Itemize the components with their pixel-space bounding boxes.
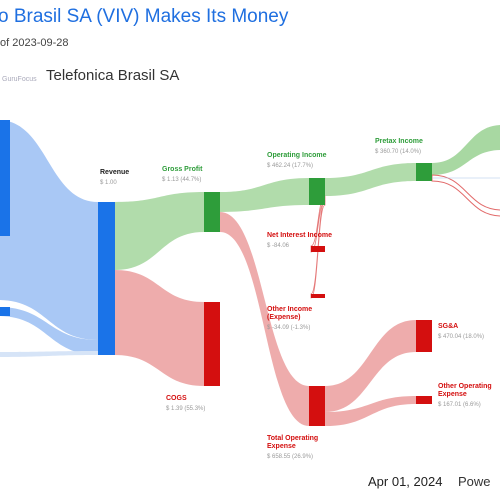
value-other_opex: $ 167.01 (6.6%) [438, 402, 481, 408]
node-pretax_income [416, 163, 432, 181]
flow-gross_profit-to-total_opex [220, 212, 309, 426]
label-gross_profit: Gross Profit [162, 166, 203, 173]
flow-operating_income-to-pretax_income [325, 163, 416, 196]
label-operating_income: Operating Income [267, 152, 327, 159]
net-income-flow [432, 125, 500, 175]
footer-date: Apr 01, 2024 [368, 474, 443, 489]
flow-revenue-to-gross_profit [115, 192, 204, 270]
flow-revenue-to-cogs [115, 270, 204, 386]
company-name: Telefonica Brasil SA [46, 67, 180, 84]
node-sga [416, 320, 432, 352]
source-node-2 [0, 307, 10, 316]
chart-title: o Brasil SA (VIV) Makes Its Money [0, 6, 289, 27]
footer-brand: Powe [458, 474, 491, 489]
brand-logo: GuruFocus [2, 76, 37, 83]
node-cogs [204, 302, 220, 386]
sankey-nodes [0, 120, 432, 426]
node-gross_profit [204, 192, 220, 232]
source-flow-main [0, 120, 98, 340]
label-cogs: COGS [166, 395, 187, 402]
sankey-labels: Revenue $ 1.00 Gross Profit $ 1.13 (44.7%) C… [100, 138, 492, 460]
value-sga: $ 470.04 (18.0%) [438, 334, 484, 340]
node-net_interest [311, 246, 325, 252]
value-pretax_income: $ 360.70 (14.0%) [375, 149, 421, 155]
value-net_interest: $ -84.06 [267, 243, 290, 249]
source-flow-minor [0, 307, 98, 355]
value-revenue: $ 1.00 [100, 180, 117, 186]
source-flow-thin [0, 351, 98, 357]
tax-flow [431, 174, 500, 217]
value-total_opex: $ 658.55 (26.9%) [267, 454, 313, 460]
value-cogs: $ 1.39 (55.3%) [166, 406, 205, 412]
label-other_income: Other Income (Expense) [267, 306, 312, 321]
flow-total_opex-to-sga [325, 320, 416, 412]
label-total_opex: Total Operating Expense [267, 435, 318, 450]
node-operating_income [309, 178, 325, 205]
flow-gross_profit-to-operating_income [220, 178, 309, 212]
sankey-flows [0, 120, 500, 426]
value-operating_income: $ 462.24 (17.7%) [267, 163, 313, 169]
node-total_opex [309, 386, 325, 426]
node-revenue [98, 202, 115, 355]
label-revenue: Revenue [100, 169, 129, 176]
chart-subtitle: of 2023-09-28 [0, 37, 69, 49]
label-net_interest: Net Interest Income [267, 232, 332, 239]
label-pretax_income: Pretax Income [375, 138, 423, 145]
value-gross_profit: $ 1.13 (44.7%) [162, 177, 201, 183]
node-other_opex [416, 396, 432, 404]
source-node-1 [0, 120, 10, 236]
flow-total_opex-to-other_opex [325, 396, 416, 426]
value-other_income: $ -34.09 (-1.3%) [267, 325, 310, 331]
label-sga: SG&A [438, 323, 458, 330]
node-other_income [311, 294, 325, 298]
label-other_opex: Other Operating Expense [438, 383, 492, 398]
